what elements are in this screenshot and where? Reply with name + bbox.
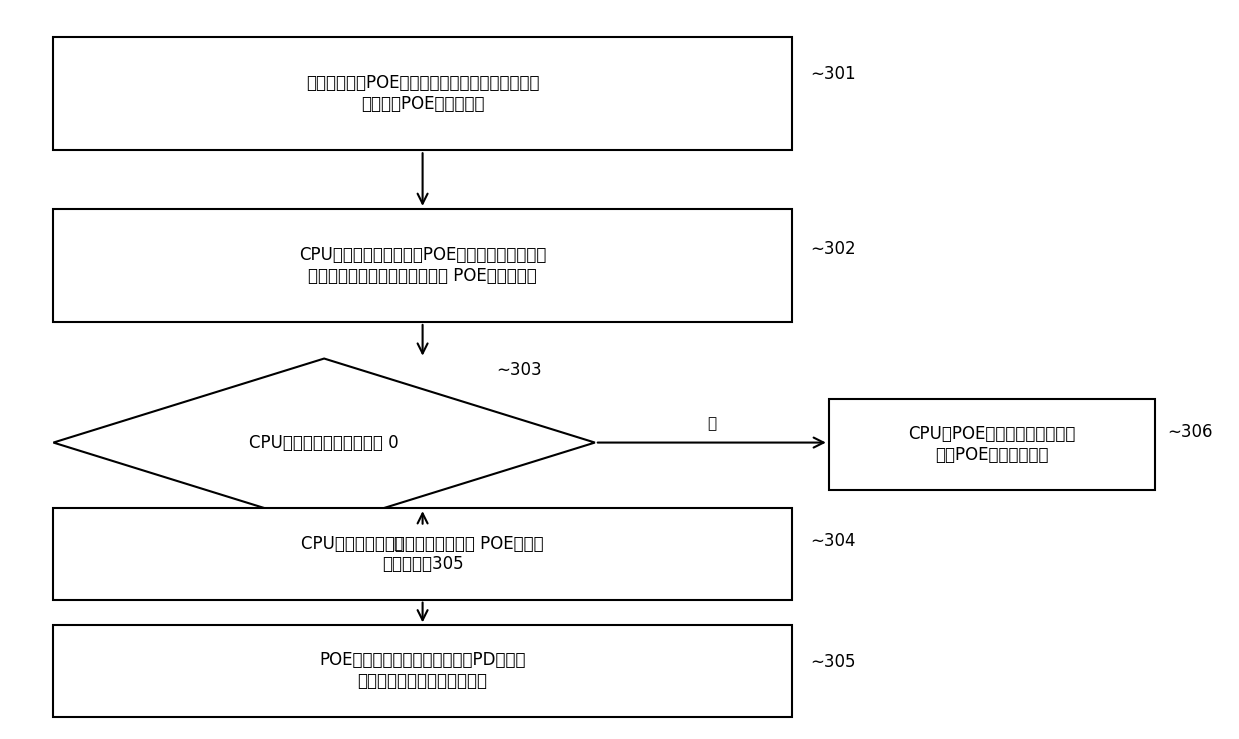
Text: 是: 是 [707,417,716,432]
Text: ∼301: ∼301 [810,64,856,83]
Bar [53,508,792,599]
Text: CPU判断获取的个数是否为 0: CPU判断获取的个数是否为 0 [249,434,399,452]
Bar [53,37,792,150]
Text: CPU获取处于供电状态的POE电源的信息，并解析
获取的信息获取处于供电状态的 POE电源的个数: CPU获取处于供电状态的POE电源的信息，并解析 获取的信息获取处于供电状态的 … [299,246,546,285]
Text: ∼304: ∼304 [810,532,856,551]
Polygon shape [53,358,595,527]
Bar [53,208,792,322]
Text: 否: 否 [394,536,403,551]
Text: POE模块根据总功率值，控制向PD供电，
并在供电结束时结束此次操作: POE模块根据总功率值，控制向PD供电， 并在供电结束时结束此次操作 [320,652,525,690]
Text: 检测模块检测POE电源的工作状态，并获取处于供
电状态的POE电源的信息: 检测模块检测POE电源的工作状态，并获取处于供 电状态的POE电源的信息 [306,75,539,113]
Bar [829,399,1155,490]
Bar [53,625,792,717]
Text: ∼302: ∼302 [810,240,856,258]
Text: CPU向POE模块发送复位信号，
以使POE模块停止工作: CPU向POE模块发送复位信号， 以使POE模块停止工作 [908,425,1075,464]
Text: ∼306: ∼306 [1167,423,1213,440]
Text: ∼305: ∼305 [810,653,856,671]
Text: CPU将与个数对应的总功率值提供给 POE模块，
并执行步骤305: CPU将与个数对应的总功率值提供给 POE模块， 并执行步骤305 [301,534,544,573]
Text: ∼303: ∼303 [497,361,541,378]
